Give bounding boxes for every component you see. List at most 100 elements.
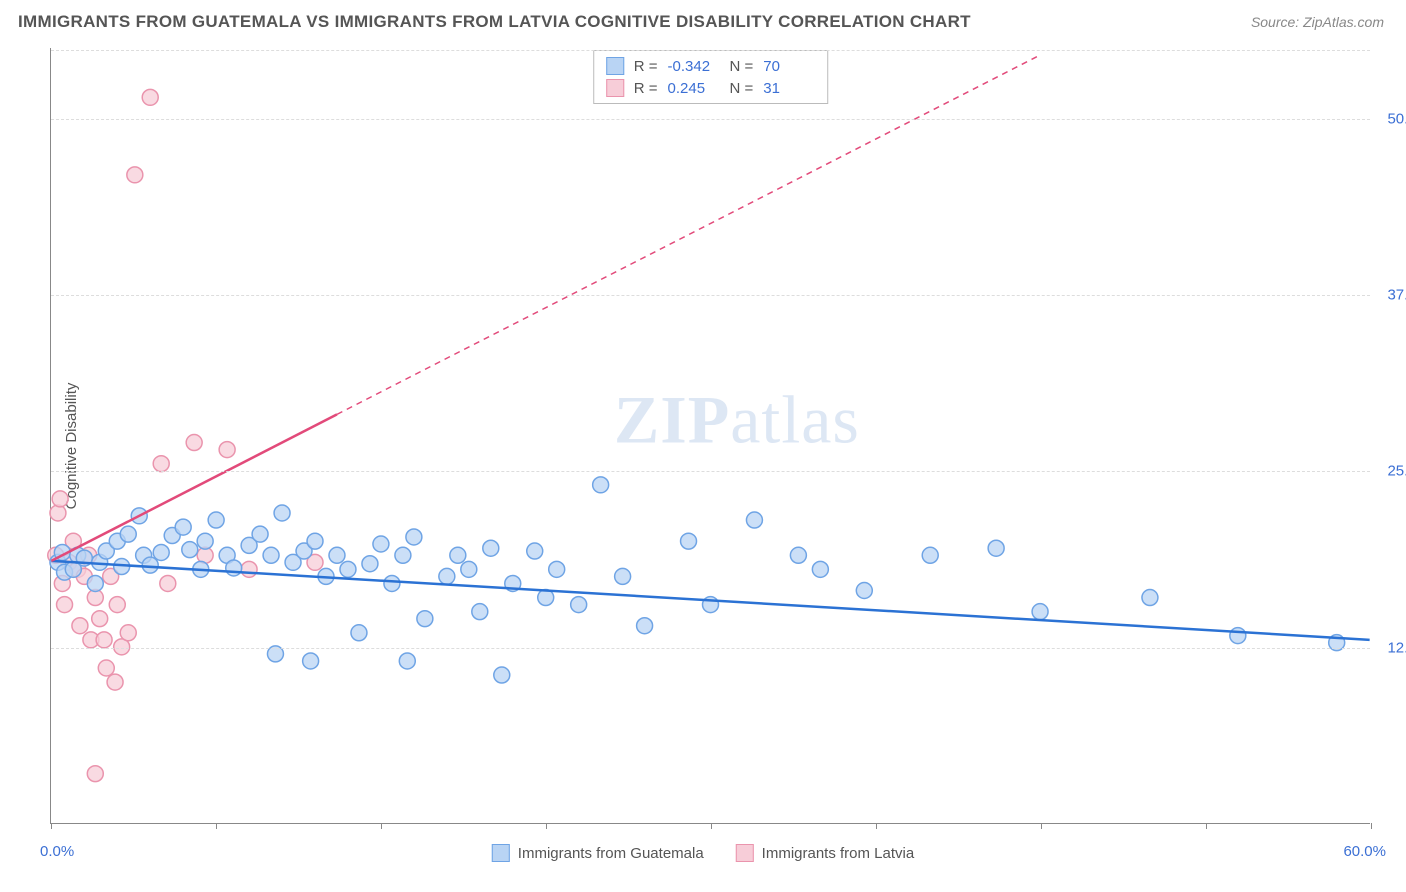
scatter-point xyxy=(384,575,400,591)
scatter-point xyxy=(87,575,103,591)
scatter-point xyxy=(96,632,112,648)
gridline xyxy=(51,648,1370,649)
x-tick xyxy=(51,823,52,829)
scatter-point xyxy=(549,561,565,577)
scatter-point xyxy=(856,583,872,599)
legend-swatch xyxy=(492,844,510,862)
scatter-point xyxy=(472,604,488,620)
correlation-legend-row: R = 0.245 N = 31 xyxy=(606,77,816,99)
legend-r-label: R = xyxy=(634,58,658,75)
scatter-point xyxy=(790,547,806,563)
scatter-point xyxy=(241,561,257,577)
x-tick xyxy=(876,823,877,829)
x-tick xyxy=(216,823,217,829)
scatter-point xyxy=(681,533,697,549)
scatter-point xyxy=(197,533,213,549)
scatter-point xyxy=(107,674,123,690)
gridline xyxy=(51,119,1370,120)
source-label: Source: ZipAtlas.com xyxy=(1251,14,1384,30)
scatter-point xyxy=(1032,604,1048,620)
scatter-point xyxy=(226,560,242,576)
scatter-point xyxy=(922,547,938,563)
scatter-point xyxy=(303,653,319,669)
trend-line-guatemala xyxy=(51,561,1369,640)
scatter-point xyxy=(208,512,224,528)
legend-series-name: Immigrants from Guatemala xyxy=(518,845,704,862)
scatter-point xyxy=(50,505,66,521)
scatter-point xyxy=(57,597,73,613)
scatter-point xyxy=(307,533,323,549)
scatter-point xyxy=(494,667,510,683)
scatter-point xyxy=(52,491,68,507)
scatter-point xyxy=(72,618,88,634)
scatter-point xyxy=(746,512,762,528)
scatter-point xyxy=(263,547,279,563)
trend-line-latvia-dashed xyxy=(337,55,1040,414)
y-tick-label: 50.0% xyxy=(1375,110,1406,127)
x-tick xyxy=(381,823,382,829)
scatter-point xyxy=(120,625,136,641)
legend-swatch xyxy=(736,844,754,862)
scatter-point xyxy=(483,540,499,556)
gridline xyxy=(51,50,1370,51)
correlation-legend-row: R = -0.342 N = 70 xyxy=(606,55,816,77)
x-axis-min-label: 0.0% xyxy=(40,843,74,860)
scatter-point xyxy=(399,653,415,669)
scatter-point xyxy=(160,575,176,591)
legend-n-label: N = xyxy=(730,58,754,75)
scatter-point xyxy=(142,89,158,105)
scatter-point xyxy=(988,540,1004,556)
scatter-point xyxy=(340,561,356,577)
scatter-point xyxy=(274,505,290,521)
scatter-point xyxy=(615,568,631,584)
chart-container: IMMIGRANTS FROM GUATEMALA VS IMMIGRANTS … xyxy=(0,0,1406,892)
scatter-point xyxy=(450,547,466,563)
legend-item: Immigrants from Latvia xyxy=(736,844,915,862)
scatter-point xyxy=(120,526,136,542)
scatter-point xyxy=(461,561,477,577)
legend-series-name: Immigrants from Latvia xyxy=(762,845,915,862)
plot-svg xyxy=(51,48,1370,823)
scatter-point xyxy=(1142,590,1158,606)
legend-r-value: -0.342 xyxy=(668,58,720,75)
scatter-point xyxy=(362,556,378,572)
scatter-point xyxy=(593,477,609,493)
scatter-point xyxy=(637,618,653,634)
legend-swatch xyxy=(606,79,624,97)
gridline xyxy=(51,471,1370,472)
scatter-point xyxy=(395,547,411,563)
legend-swatch xyxy=(606,57,624,75)
scatter-point xyxy=(98,660,114,676)
scatter-point xyxy=(571,597,587,613)
y-tick-label: 12.5% xyxy=(1375,639,1406,656)
scatter-point xyxy=(406,529,422,545)
scatter-point xyxy=(439,568,455,584)
legend-n-label: N = xyxy=(730,80,754,97)
x-axis-max-label: 60.0% xyxy=(1343,843,1386,860)
correlation-legend: R = -0.342 N = 70 R = 0.245 N = 31 xyxy=(593,50,829,104)
chart-title: IMMIGRANTS FROM GUATEMALA VS IMMIGRANTS … xyxy=(18,12,971,32)
scatter-point xyxy=(219,442,235,458)
x-tick xyxy=(1041,823,1042,829)
x-tick xyxy=(711,823,712,829)
scatter-point xyxy=(142,557,158,573)
scatter-point xyxy=(186,435,202,451)
legend-n-value: 70 xyxy=(763,58,815,75)
x-tick xyxy=(1206,823,1207,829)
scatter-point xyxy=(153,456,169,472)
x-tick xyxy=(1371,823,1372,829)
y-tick-label: 37.5% xyxy=(1375,286,1406,303)
legend-r-label: R = xyxy=(634,80,658,97)
legend-r-value: 0.245 xyxy=(668,80,720,97)
scatter-point xyxy=(175,519,191,535)
scatter-point xyxy=(351,625,367,641)
y-tick-label: 25.0% xyxy=(1375,463,1406,480)
scatter-point xyxy=(329,547,345,563)
legend-item: Immigrants from Guatemala xyxy=(492,844,704,862)
series-legend: Immigrants from Guatemala Immigrants from… xyxy=(492,844,914,862)
gridline xyxy=(51,295,1370,296)
scatter-point xyxy=(109,597,125,613)
scatter-point xyxy=(87,766,103,782)
legend-n-value: 31 xyxy=(763,80,815,97)
scatter-point xyxy=(527,543,543,559)
